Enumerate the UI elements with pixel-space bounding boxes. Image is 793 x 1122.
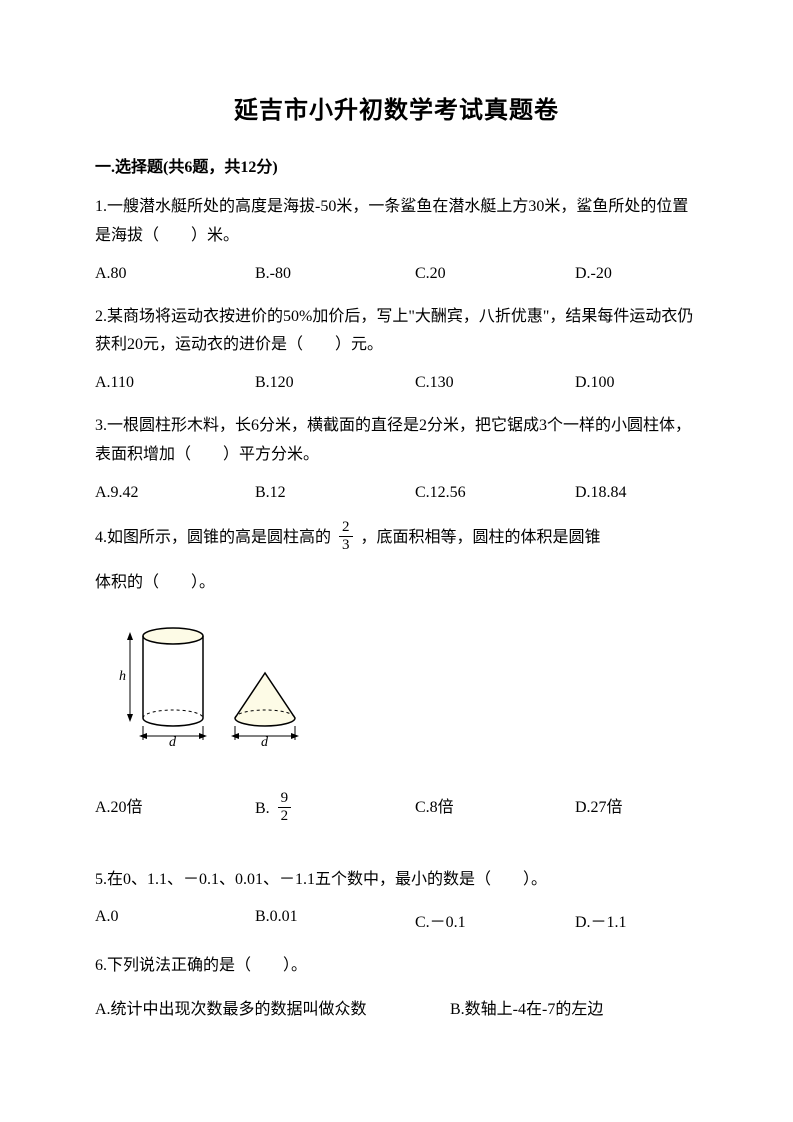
question-1: 1.一艘潜水艇所处的高度是海拔-50米，一条鲨鱼在潜水艇上方30米，鲨鱼所处的位… [95, 193, 698, 251]
q4-b-num: 9 [278, 791, 292, 808]
q4-option-d: D.27倍 [575, 793, 623, 826]
question-6: 6.下列说法正确的是（ ）。 [95, 952, 698, 981]
q5-option-a: A.0 [95, 908, 255, 932]
page-title: 延吉市小升初数学考试真题卷 [95, 90, 698, 125]
q3-option-a: A.9.42 [95, 484, 255, 502]
question-4-options: A.20倍 B. 9 2 C.8倍 D.27倍 [95, 793, 698, 826]
question-4: 4.如图所示，圆锥的高是圆柱高的 2 3 ，底面积相等，圆柱的体积是圆锥 [95, 522, 698, 555]
q5-option-d: D.－1.1 [575, 908, 627, 932]
q3-option-c: C.12.56 [415, 484, 575, 502]
question-2-options: A.110 B.120 C.130 D.100 [95, 374, 698, 392]
q6-option-a: A.统计中出现次数最多的数据叫做众数 [95, 995, 450, 1019]
question-3: 3.一根圆柱形木料，长6分米，横截面的直径是2分米，把它锯成3个一样的小圆柱体，… [95, 412, 698, 470]
q2-option-a: A.110 [95, 374, 255, 392]
question-5: 5.在0、1.1、－0.1、0.01、－1.1五个数中，最小的数是（ ）。 [95, 866, 698, 895]
q4-text-after: ，底面积相等，圆柱的体积是圆锥 [361, 529, 601, 546]
q4-frac-den: 3 [339, 537, 353, 553]
q5-option-b: B.0.01 [255, 908, 415, 932]
q4-option-c: C.8倍 [415, 793, 575, 826]
d-label-1: d [169, 735, 177, 748]
q3-option-b: B.12 [255, 484, 415, 502]
question-3-options: A.9.42 B.12 C.12.56 D.18.84 [95, 484, 698, 502]
q4-b-prefix: B. [255, 800, 270, 817]
q4-frac-num: 2 [339, 520, 353, 537]
q1-option-b: B.-80 [255, 265, 415, 283]
q2-option-b: B.120 [255, 374, 415, 392]
q1-option-a: A.80 [95, 265, 255, 283]
q5-option-c: C.－0.1 [415, 908, 575, 932]
q4-option-b: B. 9 2 [255, 793, 415, 826]
q1-option-c: C.20 [415, 265, 575, 283]
q4-b-den: 2 [278, 808, 292, 824]
question-2: 2.某商场将运动衣按进价的50%加价后，写上"大酬宾，八折优惠"，结果每件运动衣… [95, 303, 698, 361]
question-5-options: A.0 B.0.01 C.－0.1 D.－1.1 [95, 908, 698, 932]
q4-figure: h d d [95, 618, 698, 753]
q6-option-b: B.数轴上-4在-7的左边 [450, 995, 698, 1019]
question-1-options: A.80 B.-80 C.20 D.-20 [95, 265, 698, 283]
q4-option-a: A.20倍 [95, 793, 255, 826]
question-6-options: A.统计中出现次数最多的数据叫做众数 B.数轴上-4在-7的左边 [95, 995, 698, 1019]
section-header: 一.选择题(共6题，共12分) [95, 153, 698, 177]
h-label: h [119, 669, 126, 684]
q4-b-fraction: 9 2 [278, 791, 292, 824]
d-label-2: d [261, 735, 269, 748]
q4-fraction: 2 3 [339, 520, 353, 553]
q2-option-c: C.130 [415, 374, 575, 392]
q1-option-d: D.-20 [575, 265, 612, 283]
question-4-line2: 体积的（ ）。 [95, 569, 698, 598]
q4-text-before: 4.如图所示，圆锥的高是圆柱高的 [95, 529, 331, 546]
q2-option-d: D.100 [575, 374, 615, 392]
q3-option-d: D.18.84 [575, 484, 627, 502]
